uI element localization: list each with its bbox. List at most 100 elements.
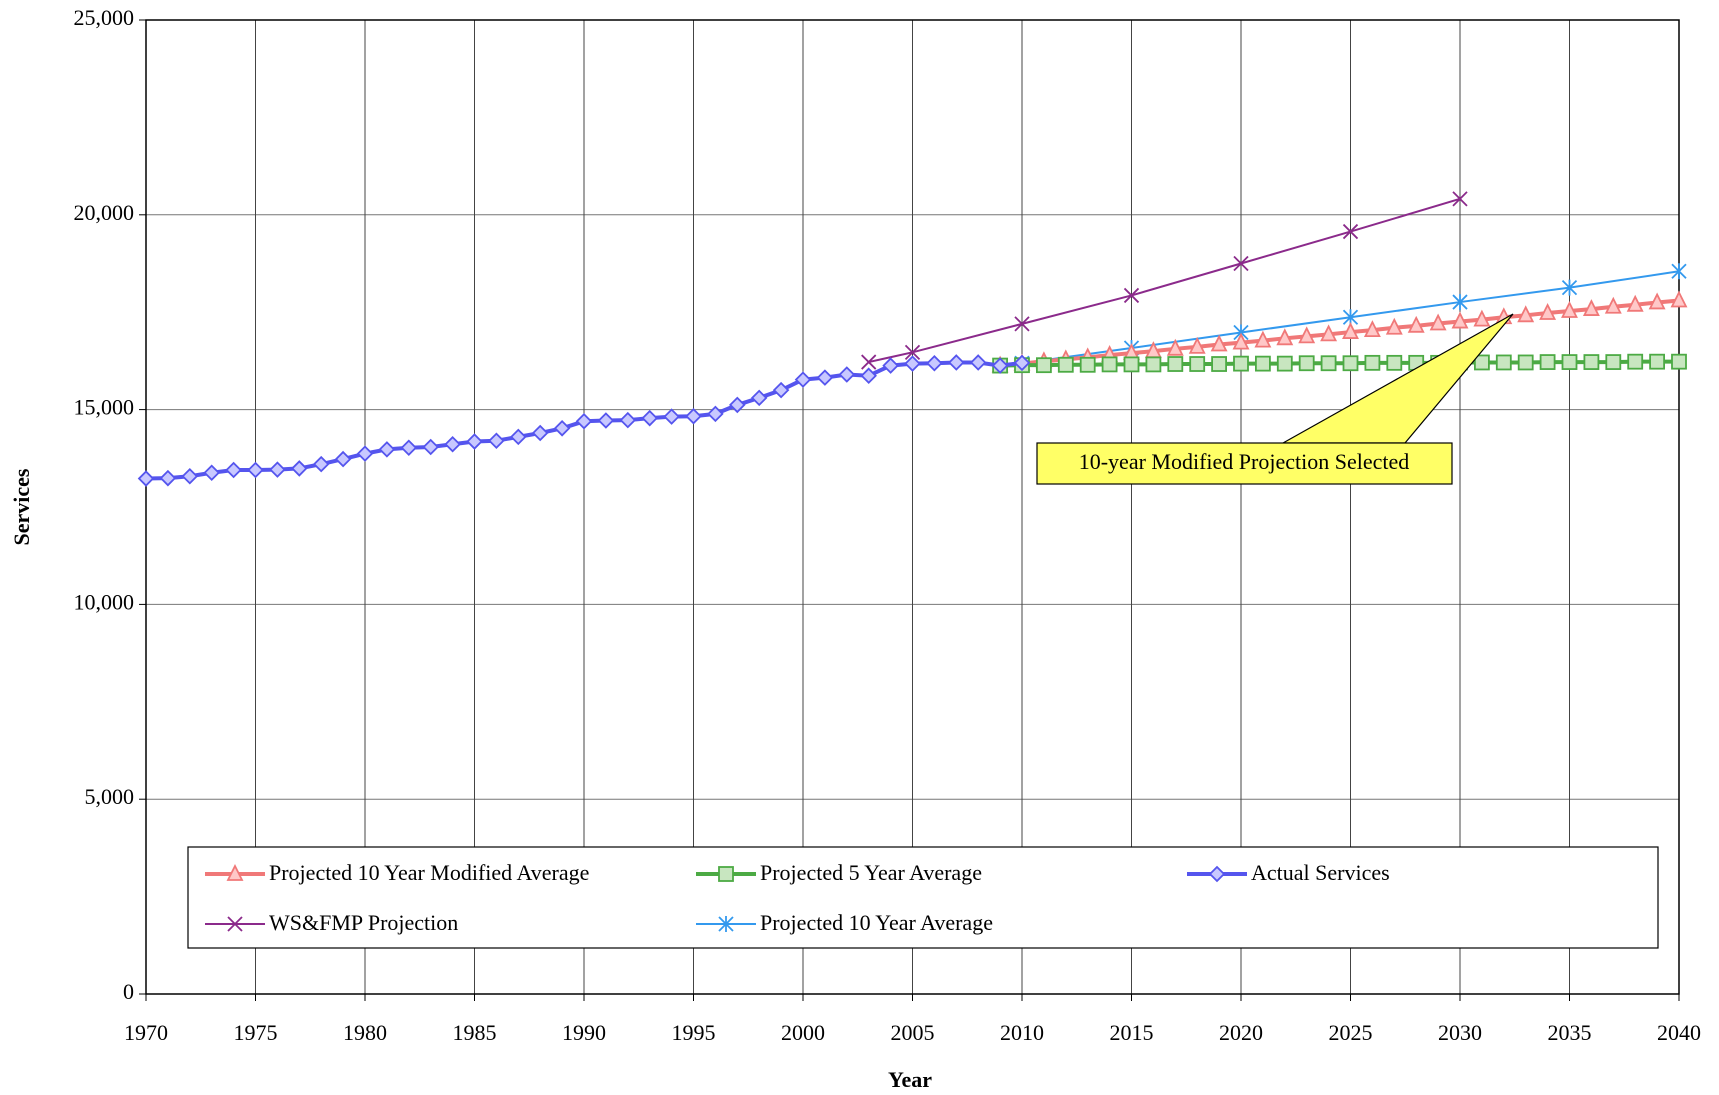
data-point-shape bbox=[356, 445, 374, 462]
data-point-shape bbox=[247, 461, 264, 479]
data-point bbox=[312, 455, 330, 473]
legend-marker bbox=[226, 863, 244, 881]
data-point bbox=[1298, 355, 1315, 372]
data-point-shape bbox=[904, 344, 921, 360]
data-point bbox=[1626, 294, 1644, 312]
data-point bbox=[948, 354, 965, 371]
x-tick-label: 1975 bbox=[234, 1020, 278, 1045]
data-point bbox=[203, 464, 220, 481]
data-point bbox=[247, 461, 264, 479]
data-point-shape bbox=[1211, 356, 1227, 372]
data-point-shape bbox=[1123, 287, 1140, 304]
data-point-shape bbox=[991, 357, 1009, 374]
data-point-shape bbox=[312, 455, 330, 473]
data-point bbox=[334, 450, 352, 468]
legend-marker-shape bbox=[227, 916, 243, 932]
data-point-shape bbox=[1539, 302, 1557, 320]
data-point bbox=[1014, 316, 1030, 332]
data-point-shape bbox=[1582, 299, 1600, 316]
data-point-shape bbox=[1342, 223, 1359, 240]
data-point bbox=[1233, 255, 1249, 272]
data-point bbox=[663, 408, 680, 425]
data-point bbox=[137, 470, 155, 487]
data-point-shape bbox=[225, 461, 242, 479]
data-point bbox=[838, 366, 856, 383]
legend-marker bbox=[718, 916, 734, 932]
data-point bbox=[1342, 355, 1359, 372]
legend-label: Projected 5 Year Average bbox=[760, 860, 982, 885]
data-point bbox=[1167, 356, 1184, 372]
data-point bbox=[641, 409, 658, 427]
data-point bbox=[707, 405, 724, 423]
y-tick-label: 25,000 bbox=[74, 5, 135, 30]
data-point-shape bbox=[510, 428, 527, 446]
data-point bbox=[1582, 299, 1600, 316]
data-point-shape bbox=[181, 467, 199, 485]
data-point bbox=[553, 420, 571, 437]
data-point bbox=[1670, 290, 1688, 308]
data-point bbox=[1604, 296, 1622, 314]
data-point-shape bbox=[1561, 354, 1578, 370]
data-point-shape bbox=[1166, 338, 1184, 356]
data-point-shape bbox=[1407, 315, 1425, 333]
x-axis-label: Year bbox=[888, 1067, 932, 1092]
data-point-shape bbox=[1604, 296, 1622, 314]
data-point-shape bbox=[597, 412, 615, 429]
legend-item: Projected 10 Year Average bbox=[696, 910, 993, 935]
data-point bbox=[1385, 317, 1403, 335]
data-point bbox=[1298, 326, 1316, 344]
data-point bbox=[1539, 354, 1556, 370]
data-point-shape bbox=[203, 464, 220, 481]
data-point-shape bbox=[1233, 355, 1249, 372]
data-point bbox=[1517, 305, 1535, 323]
data-point-shape bbox=[1386, 354, 1403, 371]
data-point-shape bbox=[137, 470, 155, 487]
data-point bbox=[575, 413, 593, 430]
data-point-shape bbox=[488, 432, 505, 450]
data-point-shape bbox=[860, 367, 877, 384]
data-point bbox=[861, 354, 877, 370]
data-point bbox=[1233, 355, 1249, 372]
x-tick-label: 1990 bbox=[562, 1020, 606, 1045]
data-point-shape bbox=[1320, 355, 1337, 372]
x-tick-label: 2035 bbox=[1548, 1020, 1592, 1045]
plot-border bbox=[145, 19, 1680, 995]
data-point-shape bbox=[1188, 336, 1206, 354]
data-point bbox=[1320, 355, 1337, 372]
data-point bbox=[1452, 191, 1468, 207]
data-point-shape bbox=[948, 354, 965, 371]
data-point-shape bbox=[904, 355, 921, 372]
data-point-shape bbox=[1189, 356, 1206, 372]
data-point bbox=[1561, 301, 1578, 318]
legend-marker bbox=[1208, 865, 1226, 883]
data-point-shape bbox=[1474, 354, 1490, 371]
data-point-shape bbox=[444, 436, 461, 453]
data-point-shape bbox=[663, 408, 680, 425]
data-point bbox=[1474, 354, 1490, 371]
y-tick-label: 0 bbox=[123, 979, 134, 1004]
data-point-shape bbox=[1649, 353, 1665, 370]
data-point bbox=[1342, 322, 1359, 339]
data-point bbox=[1452, 294, 1468, 311]
data-point-shape bbox=[1036, 357, 1052, 374]
data-point bbox=[269, 461, 286, 478]
y-tick-label: 15,000 bbox=[74, 395, 135, 420]
data-point bbox=[1036, 357, 1052, 374]
data-point-shape bbox=[1429, 313, 1447, 331]
data-point-shape bbox=[1276, 355, 1293, 372]
data-point bbox=[1561, 279, 1578, 296]
data-point bbox=[291, 460, 308, 477]
x-tick-label: 2020 bbox=[1219, 1020, 1263, 1045]
x-tick-label: 2040 bbox=[1657, 1020, 1701, 1045]
legend-box bbox=[187, 846, 1659, 949]
data-point-shape bbox=[531, 424, 549, 442]
data-point bbox=[181, 467, 199, 485]
data-point bbox=[882, 357, 899, 374]
data-point bbox=[1539, 302, 1557, 320]
legend-marker-shape bbox=[718, 916, 734, 932]
data-point bbox=[1276, 328, 1294, 346]
x-tick-label: 2030 bbox=[1438, 1020, 1482, 1045]
legend-label: Projected 10 Year Modified Average bbox=[269, 860, 589, 885]
data-point-shape bbox=[926, 354, 943, 372]
legend-marker bbox=[227, 916, 243, 932]
